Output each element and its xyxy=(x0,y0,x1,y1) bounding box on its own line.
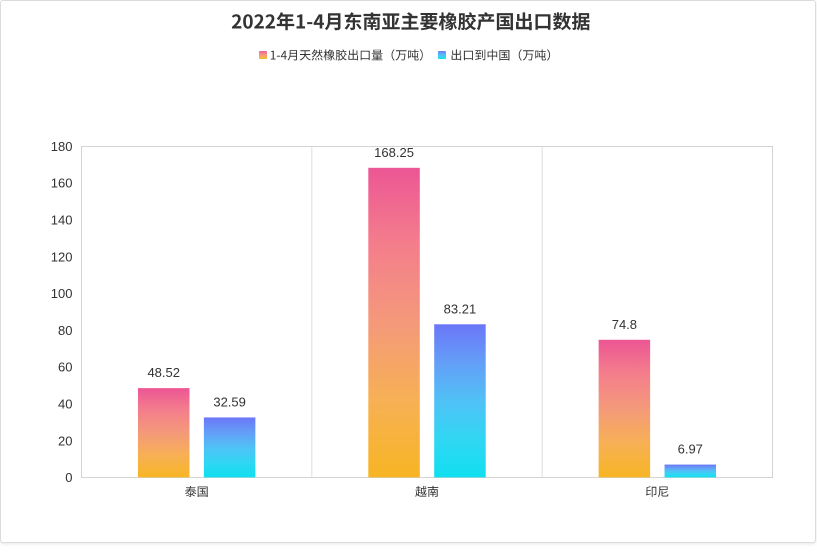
svg-text:83.21: 83.21 xyxy=(444,301,477,316)
svg-text:60: 60 xyxy=(58,360,72,375)
svg-text:48.52: 48.52 xyxy=(147,365,180,380)
svg-text:40: 40 xyxy=(58,397,72,412)
svg-text:160: 160 xyxy=(51,176,73,191)
svg-text:168.25: 168.25 xyxy=(374,145,414,160)
svg-text:20: 20 xyxy=(58,433,72,448)
svg-text:80: 80 xyxy=(58,323,72,338)
svg-text:140: 140 xyxy=(51,213,73,228)
svg-text:32.59: 32.59 xyxy=(213,394,246,409)
svg-text:6.97: 6.97 xyxy=(678,442,703,457)
svg-text:100: 100 xyxy=(51,286,73,301)
svg-text:180: 180 xyxy=(51,139,73,154)
svg-text:0: 0 xyxy=(65,470,72,485)
svg-text:120: 120 xyxy=(51,249,73,264)
svg-text:74.8: 74.8 xyxy=(612,317,637,332)
